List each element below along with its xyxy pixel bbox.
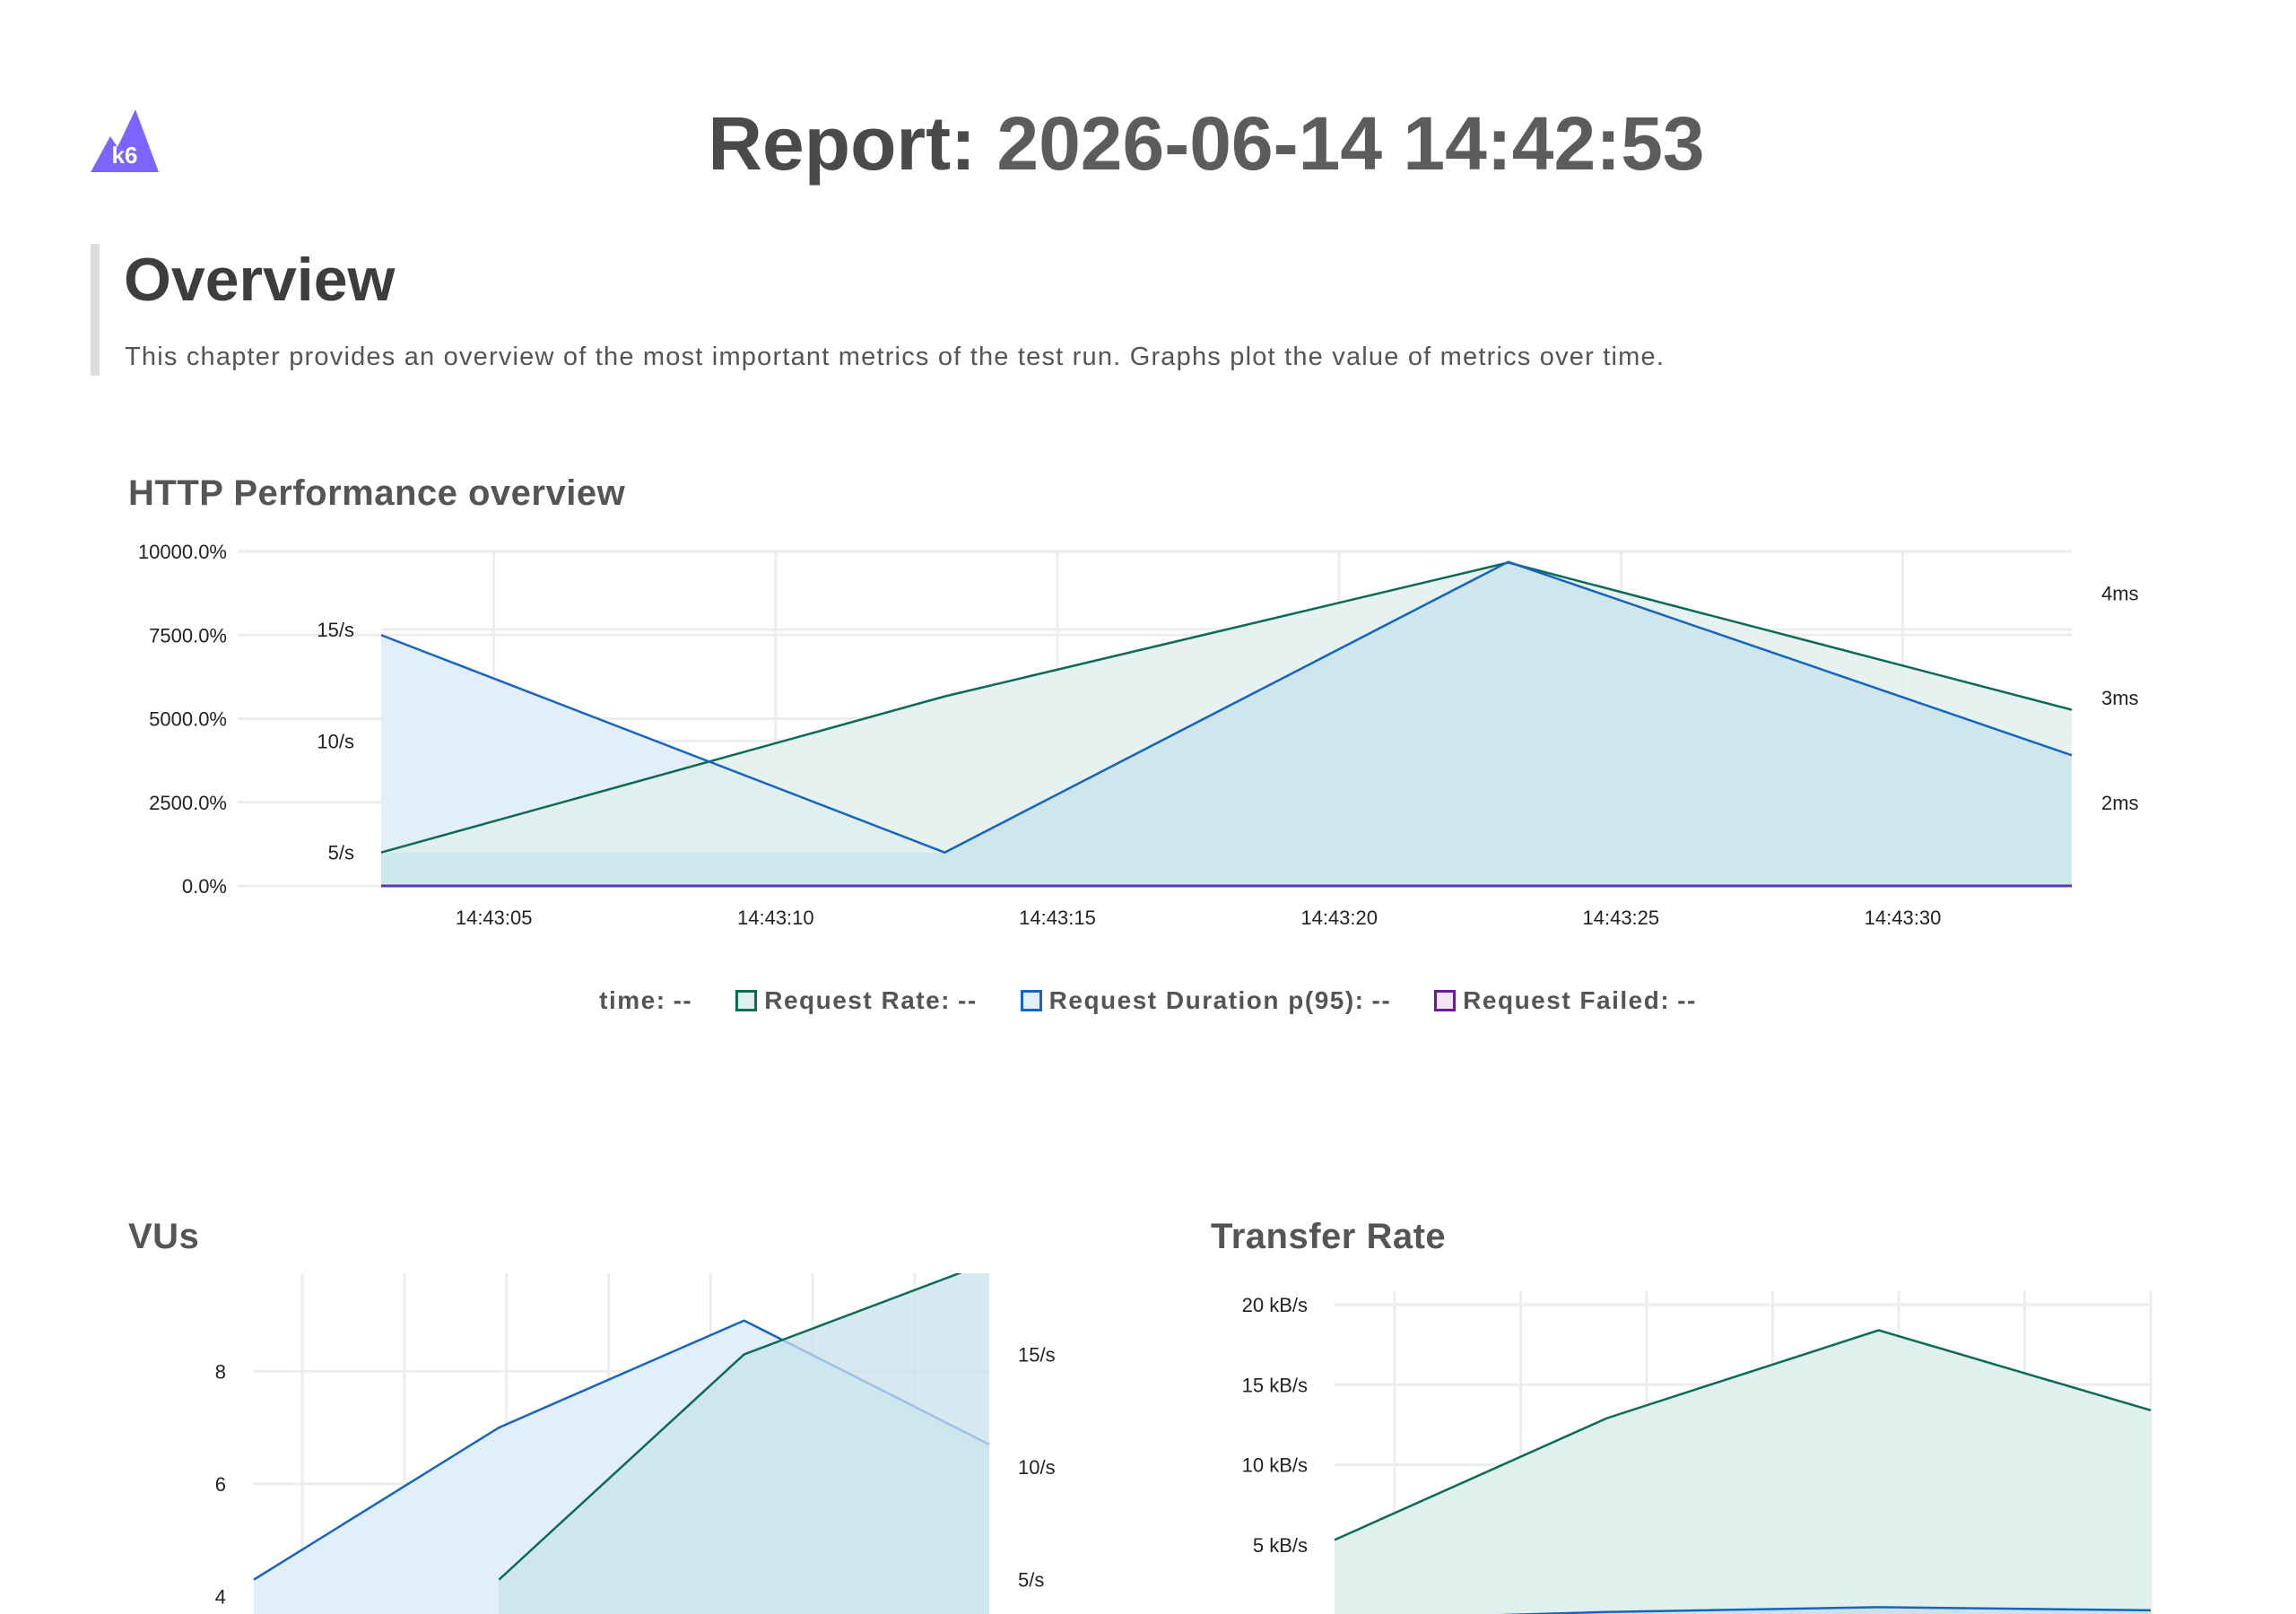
legend-swatch-request-duration: [1020, 990, 1042, 1011]
report-date: 2026-06-14 14:42:53: [996, 101, 1705, 186]
y-tick-label-bytes: 10 kB/s: [1242, 1454, 1308, 1477]
y-tick-label-bytes: 20 kB/s: [1242, 1294, 1308, 1316]
legend-request-failed-label: Request Failed:: [1463, 986, 1671, 1014]
transfer-panel-title: Transfer Rate: [1211, 1217, 1447, 1256]
data-received-area: [1335, 1330, 2151, 1614]
y-tick-label-vus: 6: [215, 1473, 226, 1496]
y-tick-label-failed: 7500.0%: [149, 624, 227, 646]
legend-swatch-request-failed: [1434, 990, 1457, 1011]
y-tick-label-failed: 10000.0%: [138, 541, 227, 563]
x-tick-label: 14:43:25: [1583, 907, 1660, 929]
request-rate-line: [498, 1273, 962, 1581]
legend-request-duration-label: Request Duration p(95):: [1048, 986, 1365, 1014]
legend-swatch-request-rate: [735, 990, 758, 1011]
x-tick-label: 14:43:30: [1865, 907, 1942, 929]
y-tick-label-rate: 15/s: [317, 619, 354, 641]
http-performance-chart[interactable]: 14:43:05 14:43:10 14:43:15 14:43:20 14:43:25…: [0, 529, 2296, 941]
y-tick-label-failed: 2500.0%: [149, 792, 227, 814]
report-title-prefix: Report:: [708, 101, 977, 186]
y-tick-label-rate: 10/s: [1018, 1456, 1056, 1479]
legend-time-value: --: [673, 986, 693, 1014]
legend-request-rate[interactable]: Request Rate: --: [735, 986, 977, 1015]
legend-request-rate-value: --: [958, 986, 978, 1014]
legend-request-duration-value: --: [1371, 986, 1392, 1014]
y-tick-label-duration: 2ms: [2101, 792, 2139, 814]
y-tick-label-rate: 5/s: [328, 842, 354, 864]
legend-time-label: time:: [599, 986, 666, 1014]
overview-title: Overview: [124, 246, 396, 314]
request-rate-line: [380, 561, 2073, 854]
vus-panel-title: VUs: [128, 1217, 200, 1256]
y-tick-label-bytes: 5 kB/s: [1253, 1534, 1308, 1557]
y-tick-label-rate: 5/s: [1018, 1569, 1044, 1592]
y-tick-label-failed: 0.0%: [182, 875, 227, 898]
overview-description: This chapter provides an overview of the…: [125, 343, 1665, 371]
request-duration-line: [380, 560, 2073, 855]
http-panel-title: HTTP Performance overview: [128, 473, 626, 513]
k6-logo: k6: [91, 109, 159, 174]
request-rate-area: [499, 1273, 989, 1614]
x-tick-label: 14:43:10: [737, 907, 814, 929]
overview-accent-bar: [91, 244, 100, 376]
y-tick-label-duration: 4ms: [2101, 583, 2139, 605]
report-title: Report: 2026-06-14 14:42:53: [0, 99, 2296, 189]
y-tick-label-bytes: 15 kB/s: [1242, 1374, 1308, 1396]
legend-request-failed[interactable]: Request Failed: --: [1434, 986, 1697, 1015]
http-chart-legend: time: -- Request Rate: -- Request Durati…: [0, 986, 2296, 1015]
k6-logo-icon: k6: [91, 109, 159, 172]
y-tick-label-rate: 15/s: [1018, 1343, 1056, 1366]
svg-text:k6: k6: [112, 142, 138, 169]
legend-request-duration[interactable]: Request Duration p(95): --: [1020, 986, 1392, 1015]
y-tick-label-failed: 5000.0%: [149, 708, 227, 731]
x-tick-label: 14:43:15: [1019, 907, 1096, 929]
x-tick-label: 14:43:05: [456, 907, 533, 929]
y-tick-label-rate: 10/s: [317, 730, 354, 752]
y-tick-label-vus: 8: [215, 1360, 226, 1383]
overlap-area: [381, 562, 2072, 886]
data-sent-line: [1499, 1606, 2152, 1614]
y-tick-label-duration: 3ms: [2101, 687, 2139, 709]
transfer-rate-chart[interactable]: 0 B/s5 kB/s10 kB/s15 kB/s20 kB/s: [1148, 1273, 2296, 1614]
x-tick-label: 14:43:20: [1300, 907, 1378, 929]
legend-request-failed-value: --: [1677, 986, 1697, 1014]
y-tick-label-vus: 4: [215, 1586, 226, 1609]
vus-chart[interactable]: 4 6 8 5/s 10/s 15/s: [0, 1273, 1148, 1614]
data-received-line: [1334, 1329, 2152, 1541]
legend-time: time: --: [599, 986, 692, 1015]
legend-request-rate-label: Request Rate:: [764, 986, 951, 1014]
